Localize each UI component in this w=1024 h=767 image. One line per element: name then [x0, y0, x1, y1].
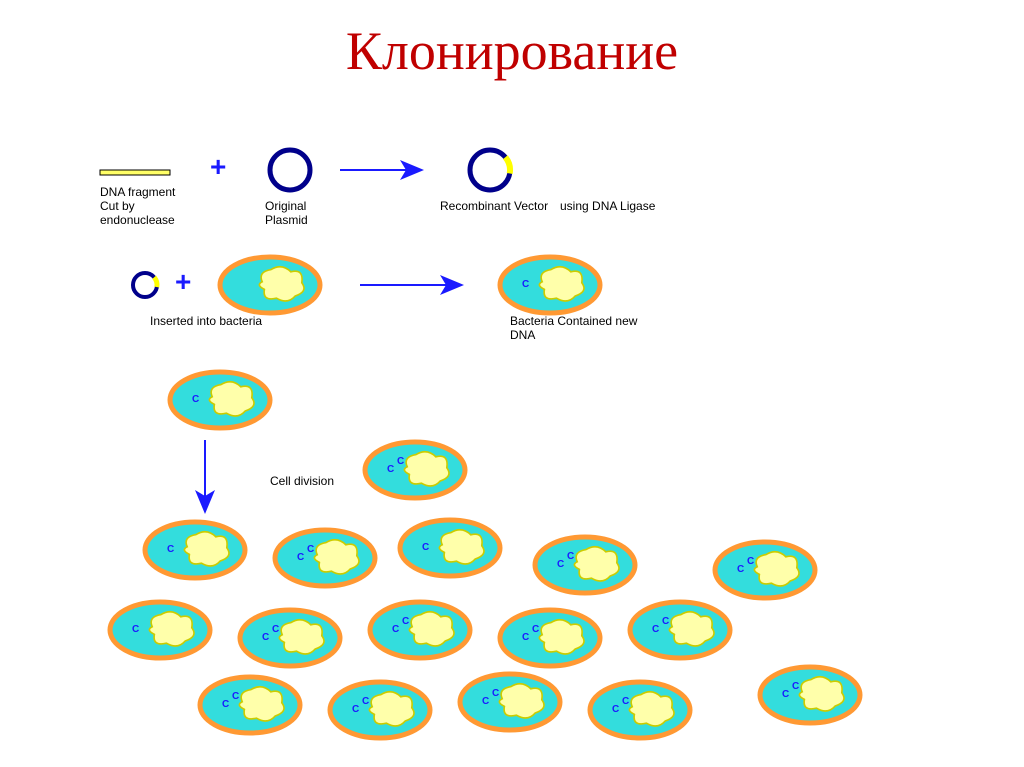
dna-fragment: [100, 170, 170, 175]
ligase-label: using DNA Ligase: [560, 199, 656, 213]
plasmid-marker: C: [132, 624, 139, 635]
plasmid-marker: C: [522, 632, 529, 643]
plasmid-marker: C: [567, 551, 574, 562]
dna-fragment-label: DNA fragment: [100, 185, 176, 199]
svg-text:endonuclease: endonuclease: [100, 213, 175, 227]
plasmid-marker: C: [307, 544, 314, 555]
plasmid-marker: C: [297, 552, 304, 563]
recombinant-vector-label: Recombinant Vector: [440, 199, 548, 213]
plasmid-marker: C: [662, 616, 669, 627]
plasmid-marker: C: [272, 624, 279, 635]
plasmid-marker: C: [492, 688, 499, 699]
plasmid-marker: C: [422, 542, 429, 553]
plasmid-marker: C: [362, 696, 369, 707]
cell-division-label: Cell division: [270, 474, 334, 488]
plasmid-marker: C: [402, 616, 409, 627]
plus-icon: +: [210, 151, 226, 182]
plasmid-marker: C: [167, 544, 174, 555]
plasmid-marker: C: [532, 624, 539, 635]
plasmid-marker: C: [387, 464, 394, 475]
plasmid-marker: C: [782, 689, 789, 700]
plasmid-marker: C: [262, 632, 269, 643]
cloning-diagram: DNA fragmentCut byendonuclease + OriginalP…: [40, 140, 940, 750]
plasmid-marker: C: [232, 691, 239, 702]
bacteria-new-dna-label: Bacteria Contained new: [510, 314, 638, 328]
original-plasmid-label: Original: [265, 199, 306, 213]
plasmid-marker: C: [792, 681, 799, 692]
plus-icon: +: [175, 266, 191, 297]
plasmid-marker: C: [392, 624, 399, 635]
plasmid-marker: C: [652, 624, 659, 635]
plasmid-marker: C: [522, 279, 529, 290]
svg-text:DNA: DNA: [510, 328, 535, 342]
plasmid-marker: C: [397, 456, 404, 467]
plasmid-marker: C: [192, 394, 199, 405]
plasmid-marker: C: [612, 704, 619, 715]
page-title: Клонирование: [0, 20, 1024, 82]
svg-text:Plasmid: Plasmid: [265, 213, 308, 227]
plasmid-marker: C: [482, 696, 489, 707]
plasmid-marker: C: [222, 699, 229, 710]
plasmid-marker: C: [622, 696, 629, 707]
plasmid-marker: C: [352, 704, 359, 715]
plasmid-marker: C: [557, 559, 564, 570]
svg-text:Cut by: Cut by: [100, 199, 135, 213]
inserted-label: Inserted into bacteria: [150, 314, 262, 328]
plasmid-marker: C: [737, 564, 744, 575]
plasmid-marker: C: [747, 556, 754, 567]
